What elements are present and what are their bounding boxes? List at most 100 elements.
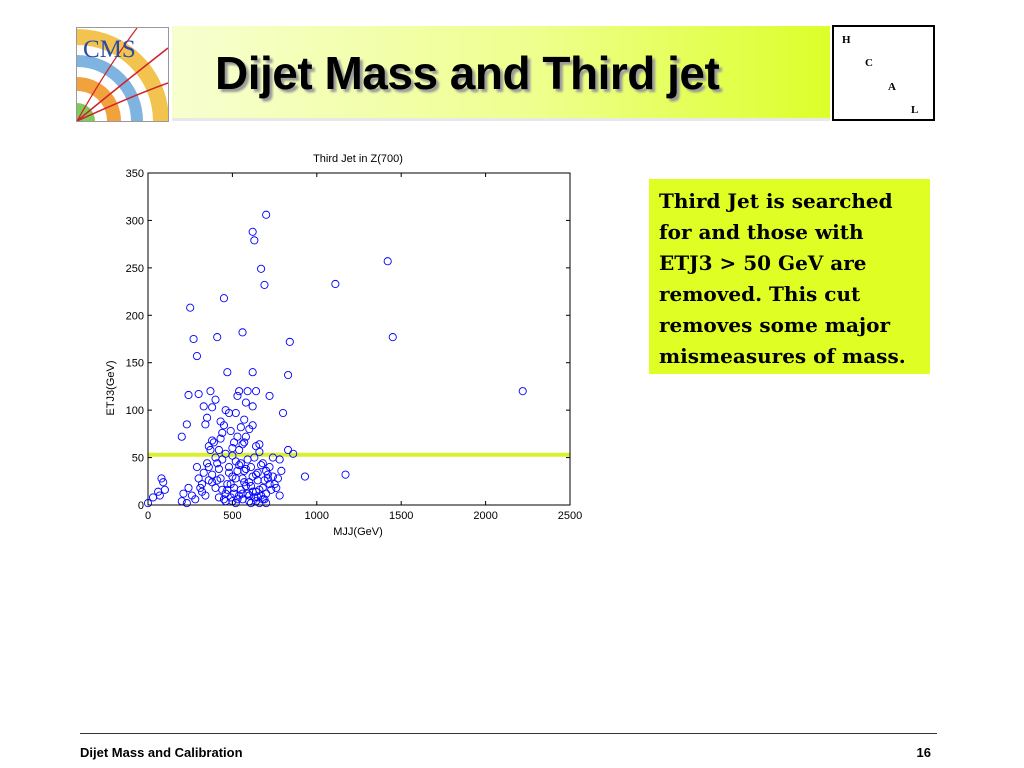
- data-point: [245, 478, 254, 487]
- data-point: [285, 337, 294, 346]
- data-point: [255, 447, 264, 456]
- data-point: [243, 489, 252, 498]
- y-tick-label: 100: [126, 405, 144, 417]
- data-point: [179, 489, 188, 498]
- data-point: [262, 499, 271, 508]
- data-point: [273, 474, 283, 483]
- data-point: [284, 445, 293, 455]
- data-point: [236, 459, 245, 468]
- data-point: [275, 455, 284, 464]
- x-tick-label: 1000: [305, 510, 329, 522]
- y-tick-label: 300: [126, 215, 144, 227]
- data-point: [184, 390, 193, 400]
- data-point: [149, 493, 158, 502]
- data-point: [268, 472, 277, 481]
- data-point: [257, 461, 266, 470]
- data-point: [206, 387, 215, 396]
- title-bar: [172, 26, 830, 121]
- data-point: [236, 423, 245, 432]
- data-point: [182, 420, 191, 429]
- data-point: [383, 257, 392, 266]
- data-point: [251, 470, 261, 479]
- data-point: [260, 280, 269, 289]
- plot-frame: [147, 172, 571, 506]
- data-point: [223, 368, 232, 377]
- data-point: [246, 463, 256, 472]
- data-point: [157, 474, 166, 483]
- data-point: [184, 483, 193, 492]
- data-point: [284, 370, 293, 380]
- data-point: [196, 483, 205, 492]
- data-point: [192, 352, 202, 361]
- data-point: [272, 483, 281, 492]
- data-point: [233, 391, 242, 400]
- data-point: [218, 455, 227, 464]
- hcal-letter-c: C: [865, 57, 873, 69]
- data-point: [214, 493, 223, 502]
- data-point: [263, 470, 272, 479]
- hcal-letter-h: H: [842, 34, 851, 46]
- data-point: [231, 408, 240, 418]
- data-point: [248, 421, 257, 430]
- data-point: [241, 432, 250, 441]
- y-tick-label: 50: [132, 453, 144, 465]
- data-point: [238, 328, 247, 337]
- data-point: [214, 445, 223, 455]
- callout-text: Third Jet is searched for and those with…: [659, 189, 906, 368]
- data-point: [233, 495, 242, 504]
- data-point: [182, 499, 191, 508]
- data-point: [159, 478, 168, 487]
- data-point: [236, 485, 245, 494]
- data-point: [289, 449, 298, 458]
- data-point: [199, 468, 208, 477]
- data-point: [240, 466, 249, 475]
- data-point: [228, 451, 237, 460]
- data-point: [213, 476, 222, 485]
- data-point: [250, 236, 259, 245]
- data-point: [221, 497, 230, 506]
- data-point: [253, 493, 262, 502]
- data-point: [246, 499, 256, 508]
- data-point: [209, 438, 218, 447]
- data-point: [251, 387, 261, 396]
- data-point: [230, 438, 239, 447]
- data-point: [208, 470, 217, 479]
- data-point: [255, 485, 264, 494]
- hcal-letter-a: A: [888, 81, 896, 93]
- cms-logo-text: CMS: [83, 36, 136, 63]
- data-point: [218, 428, 227, 437]
- data-point: [208, 478, 217, 487]
- data-point: [246, 481, 256, 491]
- y-tick-label: 0: [138, 500, 144, 512]
- scatter-chart: Third Jet in Z(700) 0 500 1000 1500 2000 2500…: [105, 153, 582, 538]
- y-tick-label: 250: [126, 263, 144, 275]
- data-point: [331, 279, 340, 289]
- x-tick-label: 2500: [558, 510, 582, 522]
- data-point: [243, 387, 252, 396]
- data-point: [388, 333, 397, 342]
- data-point: [186, 303, 195, 312]
- data-point: [192, 463, 202, 472]
- data-point: [253, 468, 262, 477]
- data-point: [257, 264, 266, 273]
- data-point: [277, 466, 286, 475]
- data-point: [518, 387, 527, 396]
- data-point: [240, 415, 249, 424]
- data-point: [211, 395, 220, 404]
- x-tick-label: 1500: [389, 510, 413, 522]
- data-point: [265, 391, 274, 400]
- data-point: [155, 491, 164, 500]
- data-point: [208, 436, 217, 445]
- x-tick-label: 2000: [473, 510, 497, 522]
- page-number: 16: [916, 745, 931, 760]
- data-point: [189, 334, 198, 344]
- data-point: [300, 472, 310, 481]
- footer-divider: [80, 733, 937, 734]
- data-point: [265, 480, 274, 489]
- data-point: [243, 455, 252, 464]
- data-point: [228, 472, 237, 481]
- hcal-letter-l: L: [911, 104, 919, 116]
- data-point: [216, 417, 225, 426]
- data-point: [213, 459, 222, 468]
- y-tick-label: 350: [126, 168, 144, 180]
